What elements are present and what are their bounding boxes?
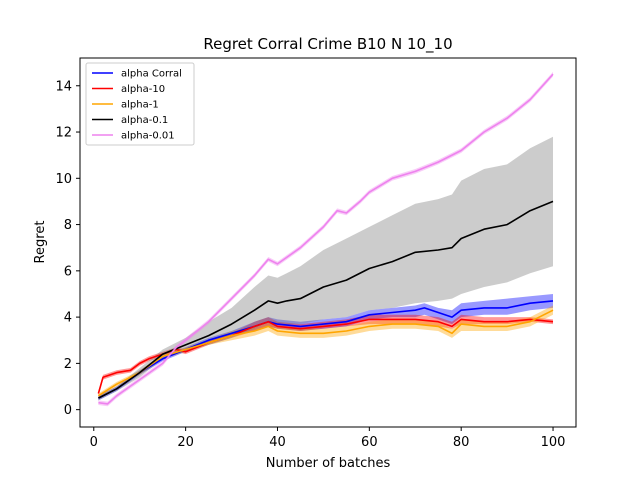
band-alpha-10 [98, 314, 554, 396]
y-axis-label: Regret [33, 221, 48, 264]
y-tick-label: 8 [64, 218, 72, 233]
x-tick-label: 80 [453, 435, 470, 450]
legend-label-alpha-corral: alpha Corral [121, 69, 182, 80]
x-tick-label: 60 [361, 435, 378, 450]
y-tick-label: 14 [55, 79, 72, 94]
band-alpha-1 [98, 305, 554, 399]
x-tick-label: 100 [541, 435, 566, 450]
line-alpha-10 [97, 318, 554, 394]
series-lines [97, 73, 554, 405]
y-tick-label: 0 [64, 403, 72, 418]
legend-label-alpha-0-1: alpha-0.1 [121, 115, 168, 126]
x-axis-ticks: 0 20 40 60 80 100 [90, 427, 566, 450]
line-alpha-0-1 [98, 200, 554, 399]
legend-label-alpha-10: alpha-10 [121, 84, 165, 95]
plot-frame [79, 57, 577, 428]
x-axis-label: Number of batches [266, 456, 391, 471]
y-tick-label: 6 [64, 264, 72, 279]
chart-title: Regret Corral Crime B10 N 10_10 [203, 35, 452, 54]
legend-box [85, 62, 195, 146]
legend: alpha Corral alpha-10 alpha-1 alpha-0.1 alph… [85, 62, 195, 146]
legend-label-alpha-1: alpha-1 [121, 100, 159, 111]
y-axis-ticks: 0 2 4 6 8 10 12 14 [55, 79, 80, 418]
legend-label-alpha-0-01: alpha-0.01 [121, 131, 175, 142]
x-tick-label: 20 [177, 435, 194, 450]
y-tick-label: 2 [64, 357, 72, 372]
x-tick-label: 0 [90, 435, 98, 450]
y-tick-label: 10 [55, 172, 72, 187]
y-tick-label: 4 [64, 311, 72, 326]
line-alpha-0-01 [98, 73, 554, 405]
y-tick-label: 12 [55, 126, 72, 141]
line-alpha-1 [97, 309, 554, 397]
x-tick-label: 40 [269, 435, 286, 450]
